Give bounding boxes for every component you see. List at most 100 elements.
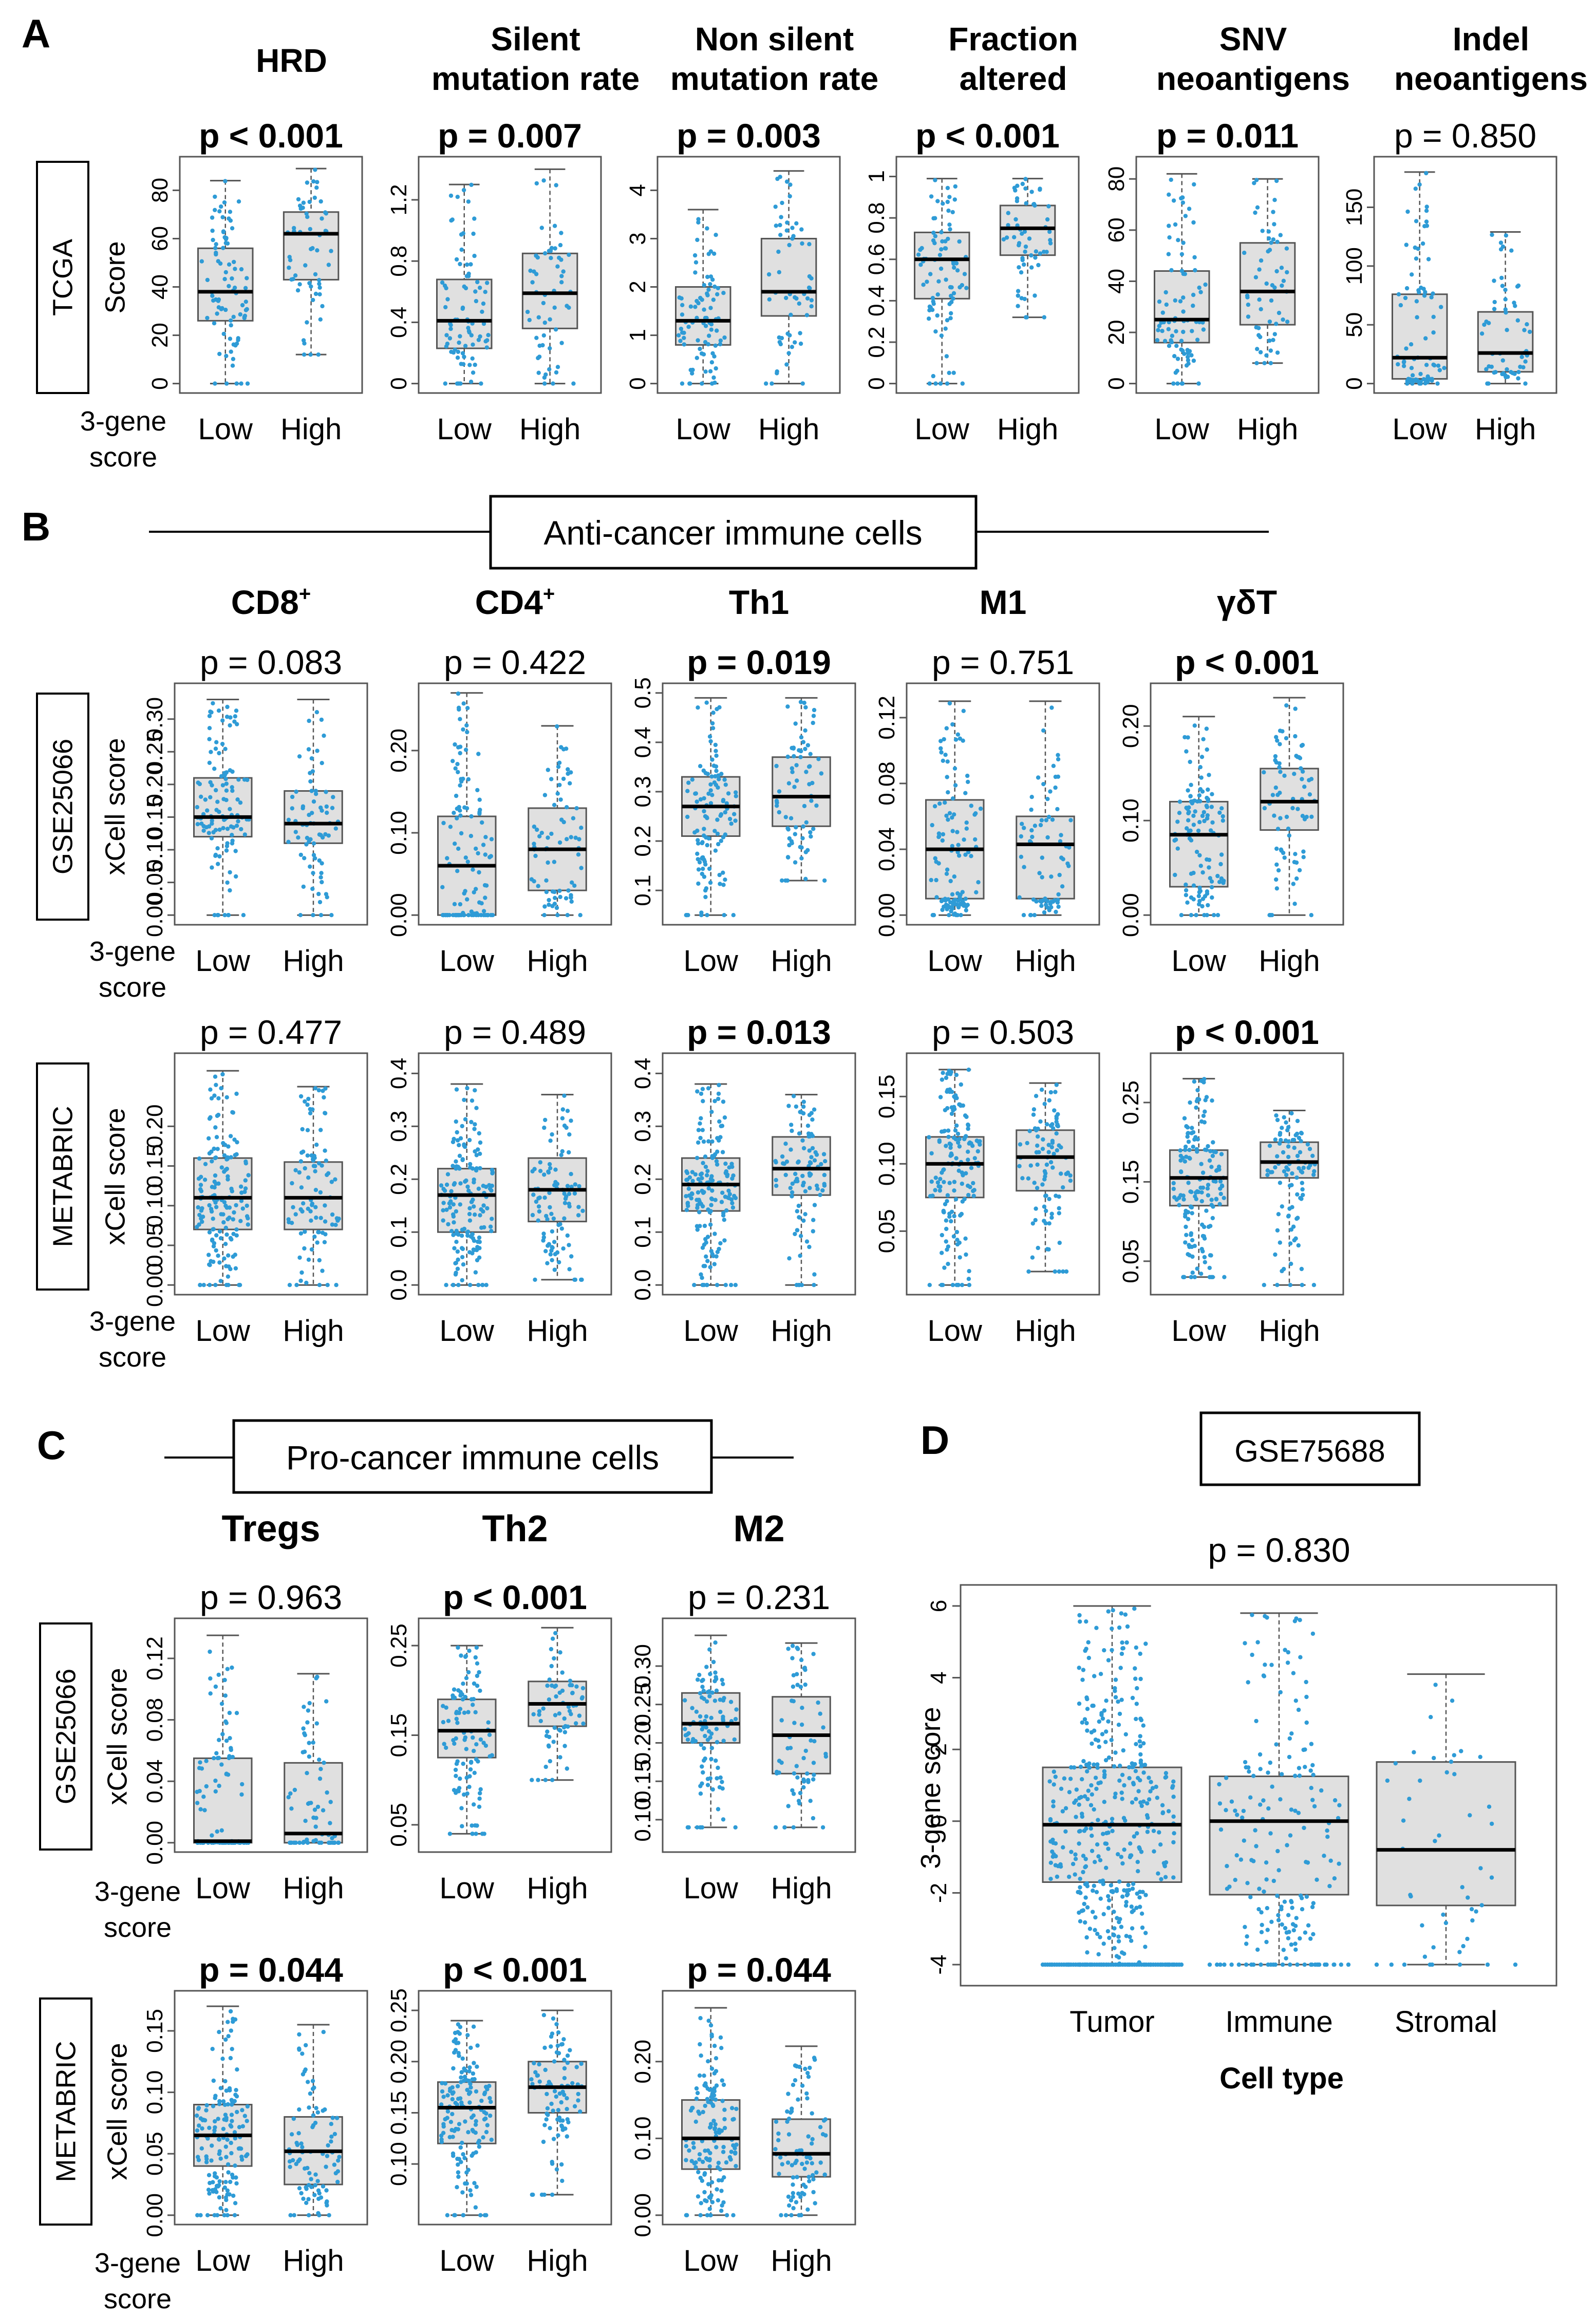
data-dot — [966, 1277, 971, 1281]
data-dot — [791, 2182, 795, 2187]
data-dot — [452, 1788, 457, 1792]
data-dot — [1206, 787, 1210, 792]
data-dot — [1191, 358, 1196, 363]
p-value: p < 0.001 — [1175, 1013, 1319, 1051]
data-dot — [818, 2125, 823, 2130]
data-dot — [709, 1746, 715, 1750]
data-dot — [313, 1086, 318, 1091]
data-dot — [234, 1711, 239, 1715]
data-dot — [477, 1255, 482, 1260]
data-dot — [306, 1096, 311, 1101]
data-dot — [1269, 298, 1274, 303]
data-dot — [453, 2030, 458, 2035]
data-dot — [199, 2146, 204, 2151]
data-dot — [713, 848, 718, 853]
data-dot — [766, 272, 772, 277]
data-dot — [707, 734, 712, 739]
data-dot — [569, 1118, 573, 1123]
data-dot — [721, 2144, 726, 2150]
data-dot — [224, 1166, 229, 1171]
data-dot — [479, 1225, 484, 1230]
data-dot — [330, 2116, 335, 2120]
data-dot — [453, 842, 457, 846]
data-dot — [1169, 177, 1173, 182]
data-dot — [466, 1670, 471, 1675]
data-dot — [719, 1200, 724, 1204]
data-dot — [1031, 897, 1036, 902]
plot-title-line2: altered — [960, 60, 1067, 97]
data-dot — [963, 1236, 968, 1241]
box-high — [760, 237, 817, 317]
data-dot — [1186, 1217, 1191, 1221]
data-dot — [719, 1124, 723, 1129]
data-dot — [198, 2213, 203, 2217]
data-dot — [198, 1187, 203, 1192]
data-dot — [551, 2016, 556, 2021]
data-dot — [448, 1199, 453, 1204]
data-dot — [963, 1135, 967, 1140]
data-dot — [210, 783, 214, 788]
data-dot — [971, 1193, 976, 1198]
p-value: p = 0.850 — [1394, 117, 1536, 155]
data-dot — [811, 1777, 816, 1782]
data-dot — [562, 1716, 567, 1721]
data-dot — [1138, 1904, 1142, 1909]
data-dot — [945, 1247, 949, 1252]
data-dot — [1113, 1677, 1118, 1682]
data-dot — [580, 1686, 586, 1691]
plot-title-line1: SNV — [1219, 21, 1287, 58]
data-dot — [207, 726, 212, 731]
data-dot — [304, 2185, 308, 2190]
data-dot — [457, 340, 461, 345]
data-dot — [946, 790, 950, 795]
data-dot — [1042, 1169, 1047, 1173]
data-dot — [1431, 291, 1435, 296]
data-dot — [1300, 742, 1305, 748]
data-dot — [710, 2200, 715, 2205]
data-dot — [558, 1755, 562, 1760]
data-dot — [565, 1233, 570, 1238]
data-dot — [696, 301, 701, 306]
data-dot — [553, 1631, 558, 1635]
data-dot — [556, 2133, 560, 2138]
p-value: p < 0.001 — [199, 117, 343, 155]
data-dot — [709, 2193, 714, 2198]
y-tick-label: 0.20 — [142, 762, 167, 807]
data-dot — [1199, 775, 1204, 780]
data-dot — [790, 2163, 795, 2168]
data-dot — [235, 2067, 239, 2072]
data-dot — [231, 2020, 235, 2024]
data-dot — [539, 226, 544, 230]
plot-frame — [418, 1990, 612, 2226]
data-dot — [798, 700, 803, 704]
data-dot — [311, 1740, 315, 1745]
x-label-low: Low — [684, 944, 739, 978]
data-dot — [709, 322, 714, 327]
data-dot — [296, 2131, 301, 2136]
data-dot — [292, 1787, 297, 1792]
x-label-high: High — [758, 413, 819, 446]
data-dot — [233, 2136, 237, 2141]
data-dot — [705, 1699, 709, 1704]
data-dot — [550, 2192, 555, 2197]
data-dot — [228, 768, 232, 773]
data-dot — [700, 1276, 704, 1280]
data-dot — [694, 2086, 699, 2091]
plot-title-line1: Non silent — [695, 21, 854, 58]
data-dot — [700, 1695, 704, 1700]
data-dot — [941, 201, 945, 206]
x-label-low: Low — [437, 413, 493, 446]
data-dot — [1028, 1163, 1034, 1168]
data-dot — [703, 1756, 707, 1761]
data-dot — [552, 305, 557, 310]
data-dot — [812, 1283, 816, 1287]
data-dot — [721, 1099, 726, 1104]
data-dot — [798, 331, 802, 335]
panel-letter-c: C — [37, 1423, 66, 1468]
p-value: p = 0.007 — [438, 117, 582, 155]
data-dot — [1057, 1206, 1061, 1210]
data-dot — [961, 1103, 966, 1108]
data-dot — [459, 2075, 463, 2080]
data-dot — [705, 1777, 710, 1781]
data-dot — [579, 2061, 584, 2066]
